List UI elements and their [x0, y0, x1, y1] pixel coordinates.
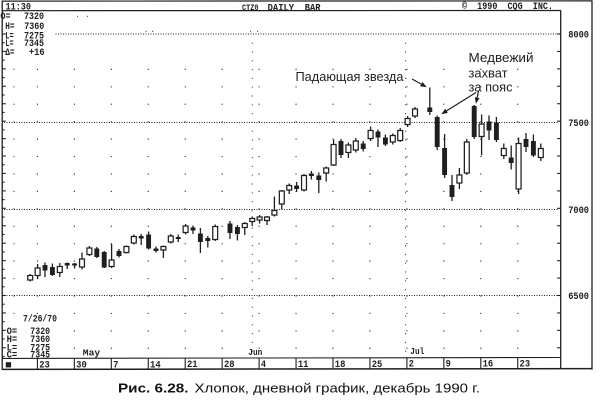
svg-text:14: 14 — [150, 359, 161, 371]
svg-text:© 1990 CQG INC.: © 1990 CQG INC. — [462, 1, 553, 13]
svg-text:DAILY BAR: DAILY BAR — [268, 3, 322, 15]
svg-text:7: 7 — [113, 359, 118, 371]
svg-text:CTZ0: CTZ0 — [242, 3, 259, 13]
svg-text:7345: 7345 — [30, 350, 50, 362]
svg-text:7000: 7000 — [568, 205, 589, 217]
svg-text:Рис. 6.28.: Рис. 6.28. — [118, 381, 189, 396]
svg-text:9: 9 — [446, 359, 451, 371]
svg-text:Медвежий: Медвежий — [469, 51, 534, 65]
svg-text:4: 4 — [261, 359, 266, 371]
svg-text:7500: 7500 — [568, 118, 589, 130]
svg-text:O=: O= — [7, 326, 18, 338]
svg-text:Δ=: Δ= — [5, 48, 14, 59]
svg-text:11:30: 11:30 — [6, 2, 32, 13]
svg-text:7275: 7275 — [30, 343, 50, 355]
svg-text:захват: захват — [469, 66, 508, 80]
svg-text:H=: H= — [5, 22, 14, 33]
svg-text:7345: 7345 — [24, 39, 44, 50]
svg-text:Хлопок, дневной график, декабр: Хлопок, дневной график, декабрь 1990 г. — [195, 381, 481, 396]
svg-text:7320: 7320 — [24, 12, 44, 23]
svg-text:16: 16 — [483, 359, 494, 371]
svg-text:Падающая звезда: Падающая звезда — [296, 70, 404, 84]
svg-text:L=: L= — [5, 39, 13, 50]
svg-text:+16: +16 — [29, 48, 45, 59]
svg-text:7275: 7275 — [24, 31, 44, 42]
svg-text:18: 18 — [335, 359, 346, 371]
svg-text:May: May — [83, 348, 101, 359]
svg-text:23: 23 — [520, 358, 531, 370]
svg-text:7360: 7360 — [24, 22, 44, 33]
svg-text:23: 23 — [39, 360, 50, 372]
svg-text:O=: O= — [0, 12, 10, 23]
svg-text:8000: 8000 — [568, 29, 589, 41]
svg-text:7360: 7360 — [30, 334, 50, 346]
svg-text:11: 11 — [298, 359, 309, 371]
svg-text:Jul: Jul — [410, 346, 424, 357]
svg-text:2: 2 — [409, 359, 414, 371]
svg-text:7320: 7320 — [30, 326, 50, 338]
svg-text:30: 30 — [76, 359, 87, 371]
svg-text:7/26/70: 7/26/70 — [23, 313, 57, 325]
svg-text:21: 21 — [187, 359, 198, 371]
svg-text:Jun: Jun — [248, 347, 262, 358]
svg-text:28: 28 — [224, 359, 235, 371]
svg-text:L=: L= — [5, 31, 13, 42]
svg-text:за пояс: за пояс — [469, 81, 513, 95]
svg-text:H=: H= — [7, 334, 18, 346]
svg-text:25: 25 — [372, 359, 383, 371]
svg-text:L=: L= — [7, 343, 18, 355]
svg-text:C=: C= — [7, 350, 18, 362]
svg-text:6500: 6500 — [568, 291, 589, 303]
